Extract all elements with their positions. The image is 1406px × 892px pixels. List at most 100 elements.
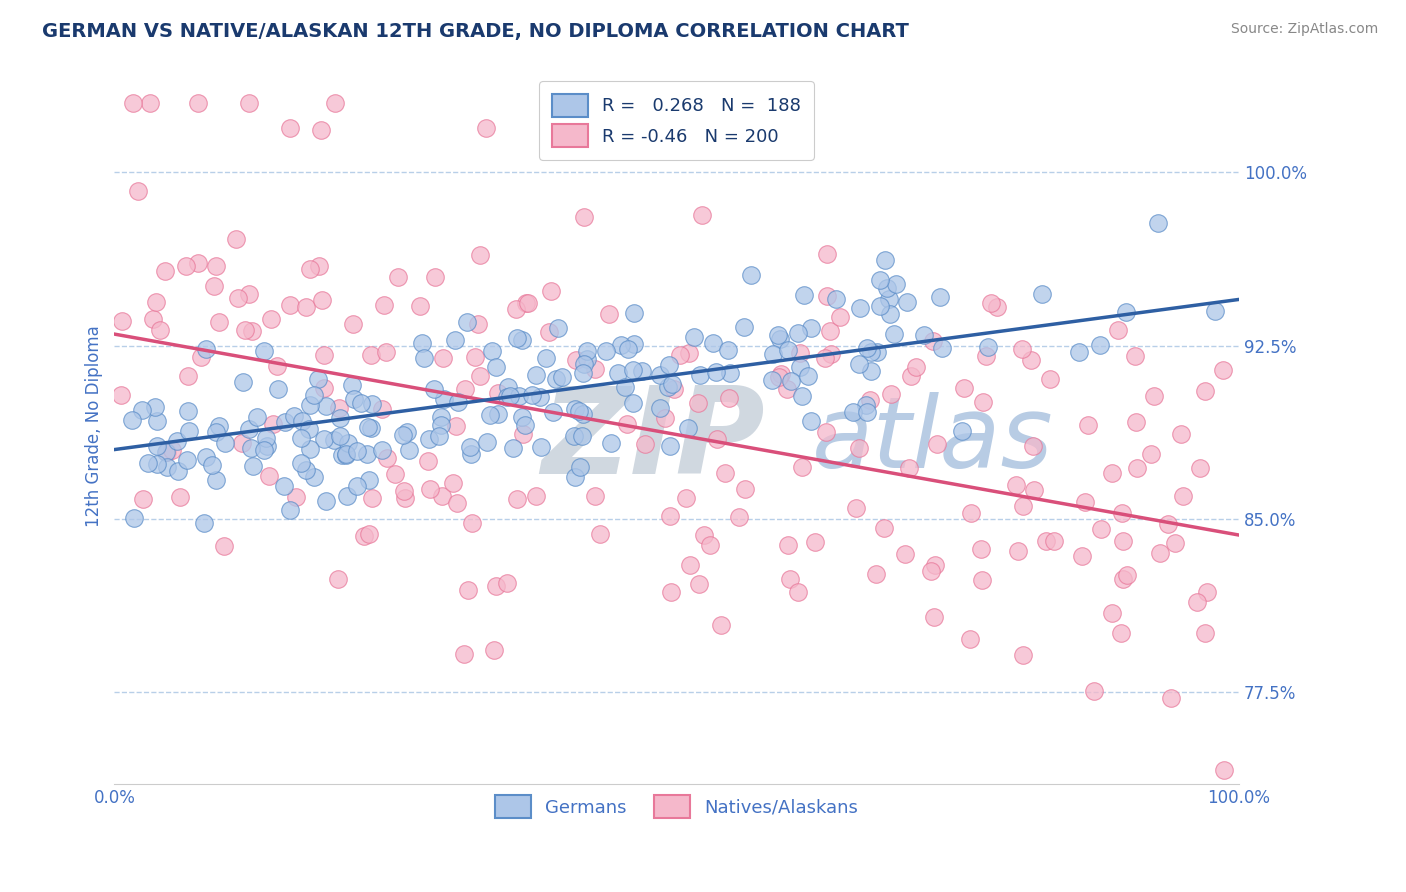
Point: [156, 445, 179, 459]
Point: [621, 396, 644, 410]
Point: [1156, 516, 1178, 531]
Point: [1107, 323, 1129, 337]
Point: [384, 467, 406, 481]
Point: [132, 492, 155, 507]
Point: [706, 432, 728, 446]
Point: [256, 439, 278, 453]
Point: [856, 405, 879, 419]
Point: [447, 395, 470, 409]
Point: [429, 429, 451, 443]
Point: [1213, 763, 1236, 777]
Point: [815, 425, 838, 439]
Point: [387, 269, 409, 284]
Point: [418, 432, 440, 446]
Point: [143, 400, 166, 414]
Point: [610, 337, 633, 351]
Point: [323, 433, 346, 447]
Point: [855, 398, 877, 412]
Point: [865, 567, 887, 582]
Point: [800, 414, 823, 428]
Text: atlas: atlas: [811, 392, 1053, 490]
Point: [540, 284, 562, 298]
Legend: Germans, Natives/Alaskans: Germans, Natives/Alaskans: [488, 788, 866, 825]
Point: [699, 538, 721, 552]
Point: [789, 360, 811, 375]
Point: [505, 302, 527, 317]
Point: [177, 403, 200, 417]
Point: [576, 352, 599, 367]
Point: [1005, 478, 1028, 492]
Point: [1185, 595, 1208, 609]
Point: [195, 342, 218, 356]
Point: [565, 353, 588, 368]
Point: [894, 548, 917, 562]
Point: [373, 298, 395, 312]
Point: [326, 572, 349, 586]
Point: [360, 348, 382, 362]
Point: [204, 425, 226, 439]
Point: [238, 96, 260, 111]
Point: [193, 516, 215, 530]
Point: [551, 370, 574, 384]
Point: [142, 312, 165, 326]
Point: [922, 334, 945, 348]
Point: [357, 419, 380, 434]
Point: [187, 96, 209, 111]
Point: [478, 408, 501, 422]
Point: [541, 405, 564, 419]
Point: [498, 380, 520, 394]
Point: [877, 292, 900, 306]
Point: [931, 342, 953, 356]
Point: [524, 489, 547, 503]
Point: [370, 402, 392, 417]
Point: [718, 367, 741, 381]
Point: [1007, 544, 1029, 558]
Point: [284, 490, 307, 504]
Point: [734, 483, 756, 497]
Point: [905, 360, 928, 375]
Point: [825, 293, 848, 307]
Point: [423, 270, 446, 285]
Point: [859, 363, 882, 377]
Point: [485, 360, 508, 375]
Point: [1101, 606, 1123, 620]
Point: [176, 453, 198, 467]
Point: [568, 404, 591, 418]
Point: [461, 516, 484, 530]
Point: [468, 368, 491, 383]
Point: [430, 489, 453, 503]
Point: [1123, 349, 1146, 363]
Point: [430, 418, 453, 433]
Point: [1163, 536, 1185, 550]
Point: [818, 324, 841, 338]
Point: [650, 401, 672, 415]
Point: [927, 437, 949, 451]
Point: [208, 315, 231, 329]
Point: [238, 287, 260, 301]
Point: [598, 307, 620, 321]
Point: [716, 343, 738, 358]
Point: [1090, 522, 1112, 536]
Point: [336, 489, 359, 503]
Point: [342, 378, 364, 392]
Point: [312, 432, 335, 446]
Point: [583, 489, 606, 503]
Point: [733, 320, 755, 334]
Point: [391, 428, 413, 442]
Point: [146, 414, 169, 428]
Point: [298, 398, 321, 412]
Point: [704, 365, 727, 379]
Point: [446, 496, 468, 510]
Point: [682, 330, 704, 344]
Point: [1143, 389, 1166, 403]
Point: [1077, 417, 1099, 432]
Point: [423, 382, 446, 396]
Point: [337, 435, 360, 450]
Point: [309, 123, 332, 137]
Point: [1109, 626, 1132, 640]
Point: [124, 511, 146, 525]
Point: [208, 419, 231, 434]
Point: [576, 343, 599, 358]
Point: [375, 450, 398, 465]
Point: [233, 323, 256, 337]
